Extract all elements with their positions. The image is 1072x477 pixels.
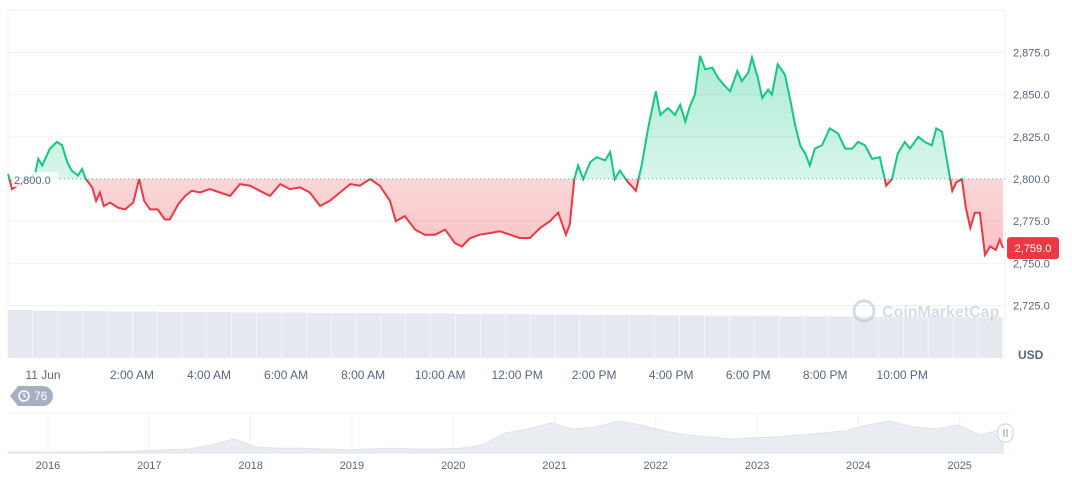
area-above-baseline [8, 55, 1004, 179]
volume-bar [953, 317, 978, 358]
navigator-year-label: 2021 [542, 460, 566, 472]
volume-bar [679, 315, 704, 358]
volume-bar [381, 313, 406, 358]
x-tick-label: 10:00 PM [877, 368, 928, 382]
history-badge[interactable]: 76 [10, 386, 53, 406]
volume-bar [32, 310, 58, 358]
x-tick-label: 8:00 AM [341, 368, 385, 382]
volume-bar [629, 314, 655, 358]
volume-bar [306, 312, 331, 358]
volume-bar [82, 310, 107, 358]
volume-bar [729, 315, 754, 358]
volume-bar [530, 314, 555, 358]
volume-bar [505, 313, 530, 358]
history-icon-hands [23, 393, 27, 398]
volume-bar [480, 313, 505, 358]
volume-bar [704, 315, 729, 358]
navigator-handle-body [997, 423, 1014, 443]
navigator-year-label: 2020 [441, 460, 465, 472]
volume-bar [903, 316, 928, 358]
volume-bar [605, 314, 630, 358]
navigator-year-label: 2018 [238, 460, 262, 472]
volume-bar [455, 313, 481, 358]
x-tick-label: 6:00 PM [726, 368, 771, 382]
volume-bar [430, 313, 456, 358]
volume-bar [331, 312, 356, 358]
navigator-area [7, 420, 1004, 454]
y-tick-label: 2,850.0 [1013, 90, 1050, 102]
volume-bar [828, 316, 854, 358]
y-tick-label: 2,875.0 [1013, 47, 1050, 59]
navigator-year-label: 2017 [137, 460, 161, 472]
price-line-up [7, 53, 963, 179]
volume-bar [231, 312, 257, 358]
volume-bar [928, 316, 953, 358]
volume-bar [182, 311, 207, 358]
y-tick-label: 2,775.0 [1013, 216, 1050, 228]
volume-bar [853, 316, 879, 358]
history-badge-bg [10, 386, 53, 406]
area-below-baseline [8, 179, 1004, 255]
volume-bar [107, 311, 132, 358]
y-tick-label: 2,725.0 [1013, 301, 1050, 313]
x-tick-label: 12:00 PM [491, 368, 542, 382]
volume-bar [654, 315, 680, 358]
x-tick-label: 4:00 PM [649, 368, 694, 382]
volume-bar [878, 316, 903, 358]
baseline-label-text: 2,800.0 [14, 175, 51, 187]
navigator-year-label: 2022 [644, 460, 668, 472]
volume-bar [256, 312, 282, 358]
volume-bar [132, 311, 157, 358]
x-tick-label: 2:00 AM [110, 368, 154, 382]
volume-bar [281, 312, 306, 358]
baseline-label-bg [12, 172, 58, 187]
currency-label: USD [1018, 348, 1044, 362]
navigator-year-label: 2024 [846, 460, 870, 472]
volume-bar [57, 310, 83, 358]
navigator-year-label: 2023 [745, 460, 769, 472]
navigator-year-label: 2019 [340, 460, 364, 472]
navigator-year-label: 2025 [947, 460, 971, 472]
current-price-label: 2,759.0 [1015, 243, 1052, 255]
watermark: CoinMarketCap [852, 299, 1000, 323]
x-tick-label: 4:00 AM [187, 368, 231, 382]
coinmarketcap-logo-icon [852, 299, 876, 323]
y-tick-label: 2,825.0 [1013, 132, 1050, 144]
volume-bar [978, 317, 1003, 358]
volume-bar [555, 314, 580, 358]
baseline-label: 2,800.0 [12, 172, 58, 187]
x-tick-label: 8:00 PM [803, 368, 848, 382]
y-tick-label: 2,750.0 [1013, 258, 1050, 270]
x-tick-label: 6:00 AM [264, 368, 308, 382]
volume-bar [804, 316, 829, 358]
volume-bar [157, 311, 182, 358]
history-badge-count: 76 [34, 389, 48, 403]
volume-bar [356, 312, 381, 358]
navigator-handle[interactable] [997, 423, 1014, 443]
volume-bar [207, 311, 232, 358]
volume-bar [754, 315, 779, 358]
history-icon [18, 390, 30, 402]
volume-bar [779, 316, 804, 358]
x-tick-label: 11 Jun [25, 368, 60, 382]
volume-bar [406, 313, 431, 358]
watermark-text: CoinMarketCap [882, 304, 1000, 321]
x-tick-label: 10:00 AM [415, 368, 466, 382]
volume-bar [580, 314, 605, 358]
x-tick-label: 2:00 PM [572, 368, 617, 382]
price-line-down [8, 179, 1004, 258]
volume-bar [8, 310, 33, 358]
current-price-badge [1007, 237, 1059, 260]
navigator-year-label: 2016 [36, 460, 60, 472]
y-tick-label: 2,800.0 [1013, 174, 1050, 186]
